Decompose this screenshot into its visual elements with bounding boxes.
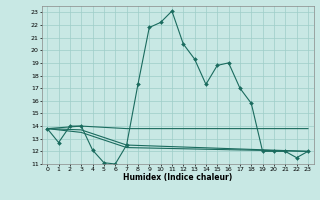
X-axis label: Humidex (Indice chaleur): Humidex (Indice chaleur) — [123, 173, 232, 182]
